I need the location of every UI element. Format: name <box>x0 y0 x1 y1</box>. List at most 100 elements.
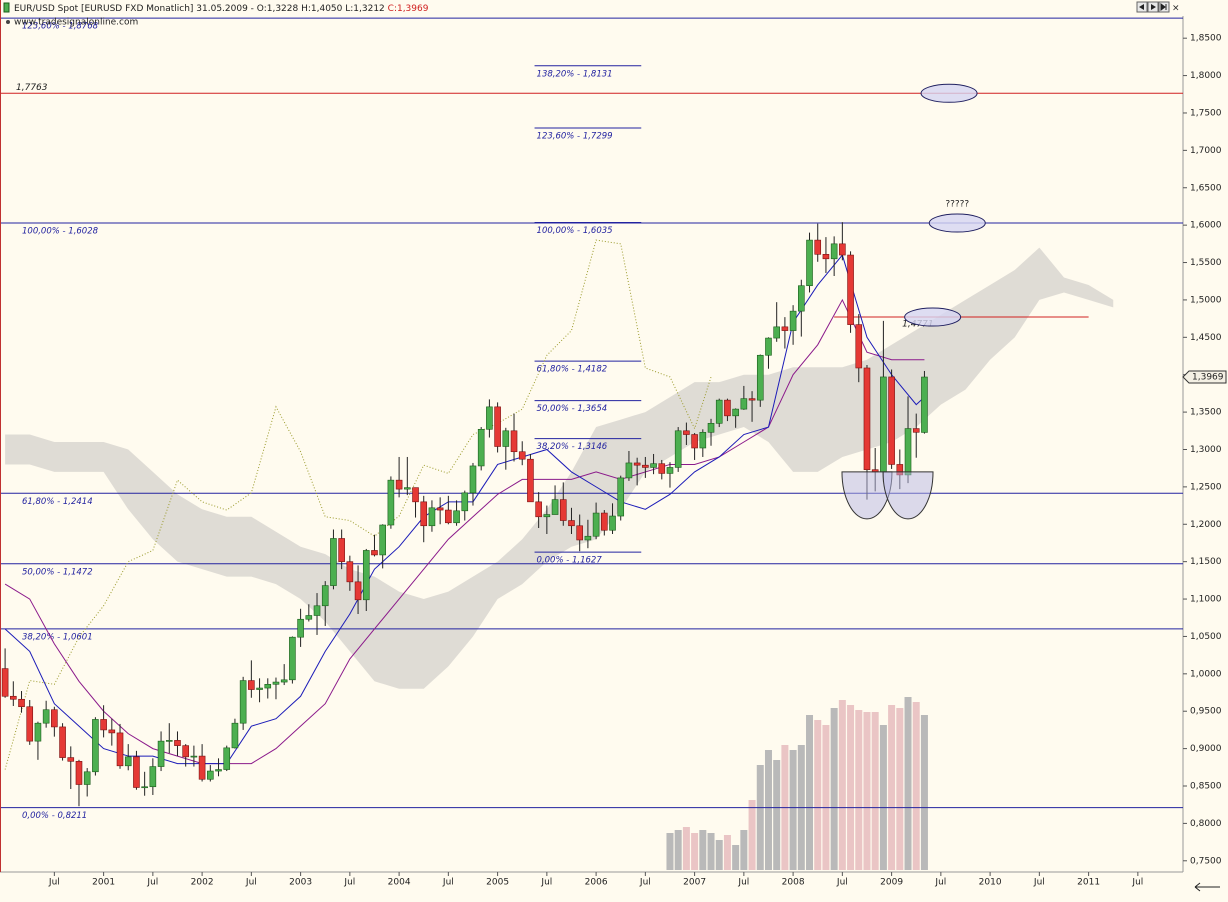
candle-body <box>67 757 75 762</box>
candle-body <box>699 431 707 449</box>
icon <box>1194 882 1220 892</box>
candle-body <box>789 310 797 331</box>
cloud-layer <box>5 247 1114 689</box>
x-tick-label: 2005 <box>486 878 509 888</box>
fib-label: 100,00% - 1,6028 <box>22 227 99 237</box>
candle-body <box>165 740 173 742</box>
y-tick-label: 0,8000 <box>1190 819 1222 829</box>
icon <box>1151 4 1156 10</box>
last-price-box <box>1182 370 1227 384</box>
candle-body <box>362 550 370 601</box>
candle-body <box>174 740 181 746</box>
close-label: C:1,3969 <box>388 4 429 14</box>
candle-body <box>830 243 838 260</box>
volume-bar <box>740 830 748 870</box>
x-tick-label: 2010 <box>979 878 1002 888</box>
candle-body <box>379 524 386 556</box>
candle-body <box>633 462 641 466</box>
x-tick-label: Jul <box>1033 878 1045 888</box>
candle-body <box>453 510 460 524</box>
ellipse-marker <box>928 213 986 233</box>
candle-body <box>912 428 920 433</box>
candle-body <box>100 719 107 731</box>
candle-body <box>518 451 526 460</box>
candle-body <box>420 501 428 527</box>
candle-body <box>404 487 411 490</box>
fib-label: 38,20% - 1,0601 <box>22 632 93 642</box>
candle-body <box>338 538 345 562</box>
candle-body <box>445 509 452 524</box>
x-tick-label: Jul <box>639 878 651 888</box>
x-tick-label: 2004 <box>388 878 411 888</box>
volume-bar <box>847 705 855 870</box>
fib-label: 0,00% - 0,8211 <box>22 811 87 821</box>
candle-body <box>732 408 739 417</box>
fib-label: 50,00% - 1,1472 <box>22 567 93 577</box>
candle-body <box>601 512 608 531</box>
ichimoku-cloud <box>5 247 1114 689</box>
x-tick-label: 2006 <box>585 878 608 888</box>
candle-body <box>141 786 148 789</box>
header: EUR/USD Spot [EURUSD FXD Monatlich] 31.0… <box>14 4 429 14</box>
y-tick-label: 1,6000 <box>1190 221 1222 231</box>
chikou-line <box>4 239 712 770</box>
y-tick-label: 1,4500 <box>1190 333 1222 343</box>
fib-projection-label: 50,00% - 1,3654 <box>537 404 608 414</box>
x-tick-label: Jul <box>934 878 946 888</box>
y-tick-label: 1,8000 <box>1190 71 1222 81</box>
candle-body <box>313 605 321 616</box>
candle-body <box>387 479 395 526</box>
symbol-icon <box>3 2 10 13</box>
close-button[interactable]: × <box>1172 4 1180 14</box>
y-tick-label: 1,0500 <box>1190 632 1222 642</box>
candle-body <box>469 465 477 494</box>
candle-body <box>51 709 58 728</box>
y-tick-label: 1,6500 <box>1190 183 1222 193</box>
candle-body <box>855 324 863 369</box>
candle-body <box>157 740 165 767</box>
candle-body <box>839 243 846 256</box>
candle-body <box>502 430 510 447</box>
fib-projection-label: 123,60% - 1,7299 <box>537 132 613 142</box>
volume-bar <box>707 833 715 870</box>
candle-body <box>133 756 140 788</box>
volume-bar <box>904 697 912 870</box>
candle-body <box>888 376 895 465</box>
candle-body <box>346 561 354 583</box>
candle-body <box>190 755 198 758</box>
candle-body <box>289 636 296 681</box>
candle-body <box>477 428 485 467</box>
fib-label: 61,80% - 1,2414 <box>22 497 93 507</box>
candle-body <box>814 239 822 255</box>
candle-body <box>248 680 255 690</box>
last-price-label: 1,3969 <box>1192 373 1224 383</box>
volume-bar <box>912 702 920 870</box>
candle-body <box>609 515 616 531</box>
candle-body <box>239 680 247 724</box>
candle-body <box>510 430 518 453</box>
candle-body <box>1 668 9 697</box>
fib-projection-label: 100,00% - 1,6035 <box>537 226 613 236</box>
candle-body <box>412 487 419 503</box>
volume-bar <box>715 840 723 870</box>
x-tick-label: Jul <box>836 878 848 888</box>
candle-body <box>124 756 132 767</box>
candle-body <box>674 430 682 468</box>
volume-bar <box>879 725 887 870</box>
candle-body <box>215 769 222 772</box>
candle-body <box>494 406 501 447</box>
candle-body <box>26 706 34 742</box>
candle-body <box>108 729 116 734</box>
candle-body <box>666 467 674 474</box>
candle-body <box>461 492 469 512</box>
y-tick-label: 1,5000 <box>1190 295 1222 305</box>
x-tick-label: Jul <box>442 878 454 888</box>
candle-body <box>559 499 567 521</box>
scroll-arrow[interactable] <box>1194 882 1220 892</box>
candle-body <box>182 745 189 758</box>
volume-bar <box>691 833 699 870</box>
x-tick-label: Jul <box>343 878 355 888</box>
candle-body <box>806 239 813 287</box>
x-tick-label: Jul <box>737 878 749 888</box>
candle-body <box>765 337 772 356</box>
